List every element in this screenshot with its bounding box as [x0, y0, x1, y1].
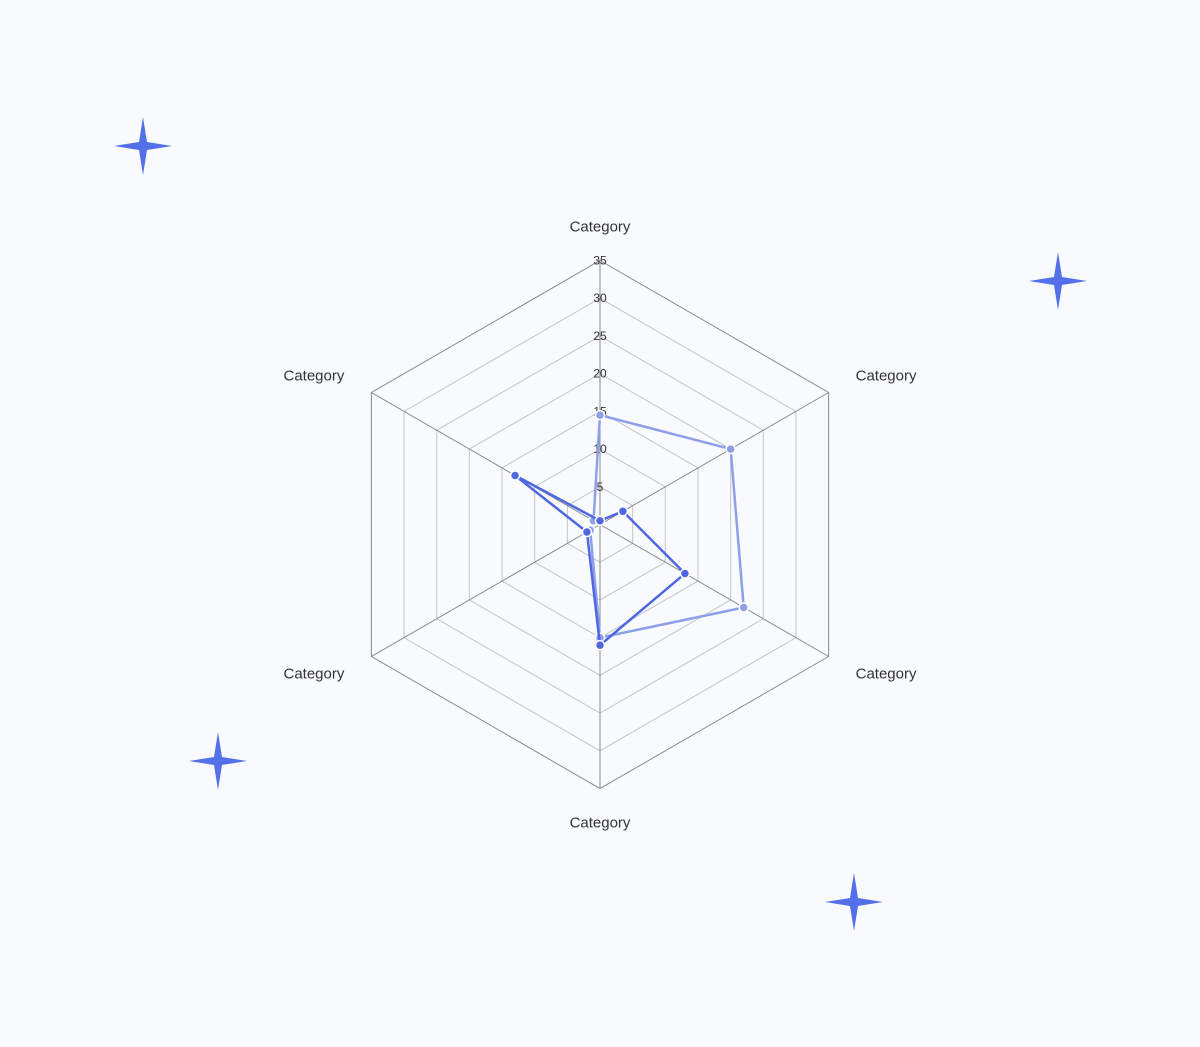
tick-label: 35: [593, 254, 607, 268]
data-point[interactable]: [596, 516, 605, 525]
tick-label: 5: [597, 480, 604, 494]
four-point-star-icon: [1029, 252, 1087, 310]
four-point-star-icon: [825, 873, 883, 931]
category-label: Category: [856, 368, 917, 385]
axis-spoke: [600, 393, 829, 525]
tick-label: 30: [593, 291, 607, 305]
tick-label: 20: [593, 367, 607, 381]
tick-label: 10: [593, 442, 607, 456]
four-point-star-icon: [189, 732, 247, 790]
data-point[interactable]: [726, 445, 735, 454]
data-point[interactable]: [582, 528, 591, 537]
data-point[interactable]: [739, 603, 748, 612]
tick-label: 25: [593, 329, 607, 343]
data-point[interactable]: [680, 569, 689, 578]
axis-spoke: [371, 525, 600, 657]
data-point[interactable]: [596, 411, 605, 420]
category-label: Category: [283, 666, 344, 683]
data-point[interactable]: [511, 471, 520, 480]
data-point[interactable]: [618, 507, 627, 516]
category-label: Category: [570, 219, 631, 236]
axis-spoke: [600, 525, 829, 657]
category-label: Category: [570, 815, 631, 832]
category-label: Category: [856, 666, 917, 683]
series-line: [590, 415, 744, 638]
four-point-star-icon: [114, 117, 172, 175]
data-series: [511, 411, 749, 650]
data-point[interactable]: [596, 641, 605, 650]
axis-spoke: [371, 393, 600, 525]
category-label: Category: [283, 368, 344, 385]
